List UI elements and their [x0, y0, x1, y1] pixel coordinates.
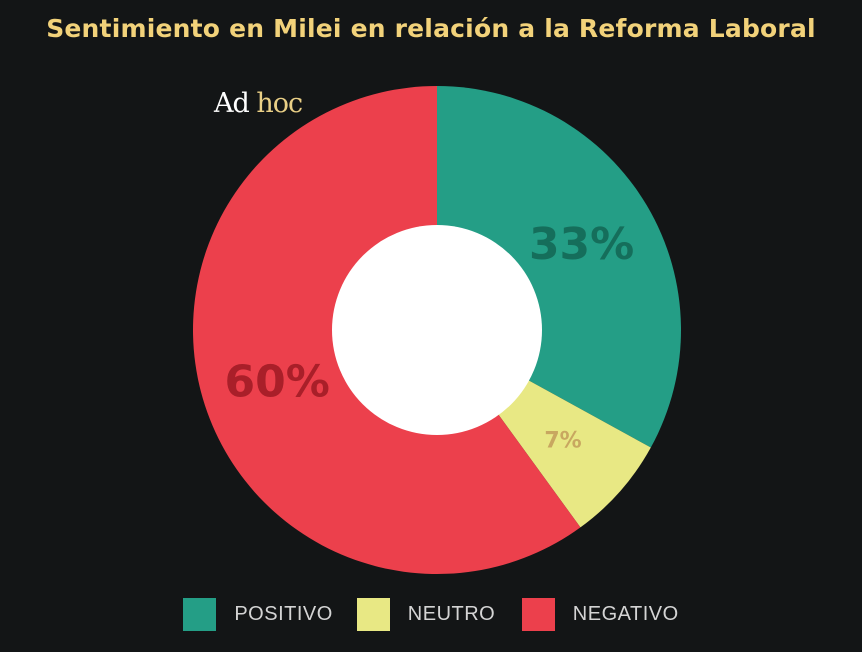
- legend-label-negativo: NEGATIVO: [572, 603, 679, 625]
- legend-label-positivo: POSITIVO: [234, 603, 333, 625]
- legend-swatch-positivo: [183, 598, 217, 631]
- logo-hoc-text: hoc: [256, 88, 303, 119]
- legend-swatch-neutro: [356, 598, 390, 631]
- slice-label-negativo: 60%: [225, 356, 330, 407]
- slice-label-positivo: 33%: [529, 219, 634, 270]
- adhoc-logo: Ad hoc: [214, 88, 303, 119]
- slice-label-neutro: 7%: [544, 429, 581, 454]
- legend-item-neutro: NEUTRO: [356, 598, 498, 631]
- legend-item-negativo: NEGATIVO: [521, 598, 679, 631]
- legend-swatch-negativo: [521, 598, 555, 631]
- legend-item-positivo: POSITIVO: [183, 598, 332, 631]
- legend: POSITIVO NEUTRO NEGATIVO: [0, 598, 862, 631]
- logo-ad-text: Ad: [214, 88, 250, 119]
- donut-hole: [332, 225, 542, 435]
- legend-label-neutro: NEUTRO: [407, 603, 496, 625]
- chart-title: Sentimiento en Milei en relación a la Re…: [46, 14, 816, 43]
